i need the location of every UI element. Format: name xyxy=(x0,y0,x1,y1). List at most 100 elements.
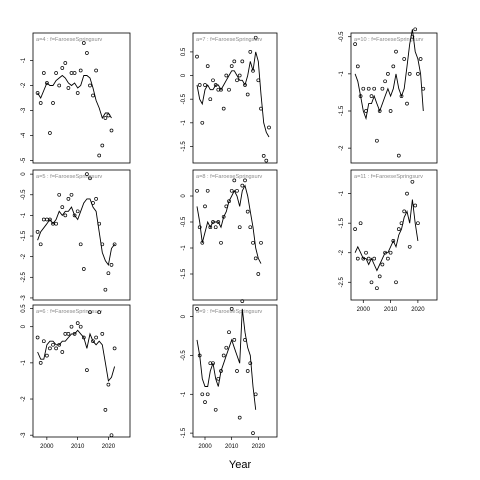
observation-point xyxy=(410,34,415,39)
panel-title: a=6 : f=FaroeseSpringsurv xyxy=(36,309,102,315)
observation-point xyxy=(200,120,205,125)
x-tick-label: 2020 xyxy=(411,307,425,313)
observation-point xyxy=(103,116,108,120)
observation-point xyxy=(51,342,55,347)
y-tick-label: -1.5 xyxy=(21,230,27,241)
observation-point xyxy=(243,338,247,342)
observation-point xyxy=(224,204,229,209)
panel-frame xyxy=(32,304,131,438)
observation-point xyxy=(219,369,223,373)
observation-point xyxy=(112,346,117,351)
observation-point xyxy=(81,267,86,271)
panel-title: a=9 : f=FaroeseSpringsurv xyxy=(196,309,262,315)
panel-2: a=7 : f=FaroeseSpringsurv 0.5 0 -0.5 -1 -1.5 xyxy=(181,32,278,164)
panel-6: a=11 : f=FaroeseSpringsurv -1 -1.5 -2 -2.5 20… xyxy=(339,169,438,313)
observation-point xyxy=(48,217,52,222)
observation-point xyxy=(38,242,43,247)
observation-point xyxy=(81,41,86,45)
observation-point xyxy=(208,225,213,230)
x-axis-title: Year xyxy=(228,459,252,471)
observation-point xyxy=(205,188,210,193)
observation-point xyxy=(396,153,401,158)
observation-point xyxy=(355,64,360,69)
observation-point xyxy=(232,178,237,183)
observation-point xyxy=(221,106,226,111)
observation-point xyxy=(205,392,210,397)
panel-1: a=4 : f=FaroeseSpringsurv -1 -2 -3 -4 -5 xyxy=(21,32,131,164)
observation-point xyxy=(256,78,261,83)
panel-title: a=5 : f=FaroeseSpringsurv xyxy=(36,174,102,180)
observation-point xyxy=(224,73,229,78)
observation-point xyxy=(261,154,266,158)
observation-point xyxy=(391,64,396,69)
y-tick-label: 0 xyxy=(21,324,27,328)
y-tick-label: -1 xyxy=(181,119,187,125)
observation-point xyxy=(240,59,245,64)
observation-point xyxy=(219,87,223,92)
observation-point xyxy=(251,68,255,73)
x-tick-label: 2000 xyxy=(198,444,212,450)
observation-point xyxy=(221,214,226,219)
observation-point xyxy=(380,86,385,91)
observation-point xyxy=(369,280,374,285)
y-tick-label: -0.5 xyxy=(181,350,187,361)
observation-point xyxy=(413,27,418,32)
observation-point xyxy=(410,179,415,184)
observation-point xyxy=(237,73,242,78)
observation-point xyxy=(57,192,62,197)
observation-point xyxy=(407,244,412,249)
observation-point xyxy=(63,61,68,65)
observation-point xyxy=(213,407,218,412)
observation-point xyxy=(240,183,245,188)
observation-point xyxy=(235,369,239,373)
observation-point xyxy=(72,71,77,75)
observation-point xyxy=(57,342,62,347)
observation-point xyxy=(75,321,80,325)
observation-point xyxy=(81,335,86,340)
observation-point xyxy=(100,143,105,148)
observation-point xyxy=(195,188,199,193)
observation-point xyxy=(100,242,105,247)
y-tick-label: -2 xyxy=(21,82,27,88)
observation-point xyxy=(85,368,89,372)
observation-point xyxy=(361,256,366,261)
observation-point xyxy=(229,307,234,311)
x-tick-label: 2010 xyxy=(71,444,85,450)
y-tick-label: -1 xyxy=(21,360,27,366)
observation-point xyxy=(203,204,207,209)
observation-point xyxy=(78,68,83,73)
y-tick-label: -1.5 xyxy=(181,427,187,438)
observation-point xyxy=(88,310,92,315)
observation-point xyxy=(402,57,407,61)
y-tick-label: -0.5 xyxy=(339,31,345,42)
observation-point xyxy=(229,188,234,193)
observation-point xyxy=(66,197,71,201)
observation-point xyxy=(245,369,250,373)
y-tick-label: -1 xyxy=(181,245,187,251)
observation-point xyxy=(264,158,269,163)
observation-point xyxy=(106,271,111,276)
observation-point xyxy=(253,256,258,261)
fitted-line xyxy=(196,51,270,138)
observation-point xyxy=(57,83,62,88)
observation-point xyxy=(216,220,221,224)
panel-title: a=11 : f=FaroeseSpringsurv xyxy=(354,174,423,180)
observation-point xyxy=(197,353,202,358)
observation-point xyxy=(253,35,258,40)
observation-point xyxy=(243,83,247,87)
observation-point xyxy=(78,242,83,247)
y-tick-label: -2 xyxy=(21,253,27,259)
x-tick-label: 2020 xyxy=(252,444,266,450)
observation-point xyxy=(69,192,74,197)
observation-point xyxy=(259,106,263,111)
observation-point xyxy=(51,101,55,105)
observation-point xyxy=(377,274,382,279)
observation-point xyxy=(369,94,374,98)
observation-point xyxy=(375,286,379,291)
observation-point xyxy=(60,66,65,70)
observation-point xyxy=(394,280,398,285)
observation-point xyxy=(197,83,202,87)
observation-point xyxy=(211,361,215,366)
y-tick-label: -2.5 xyxy=(339,276,345,287)
panel-frame xyxy=(350,169,438,301)
